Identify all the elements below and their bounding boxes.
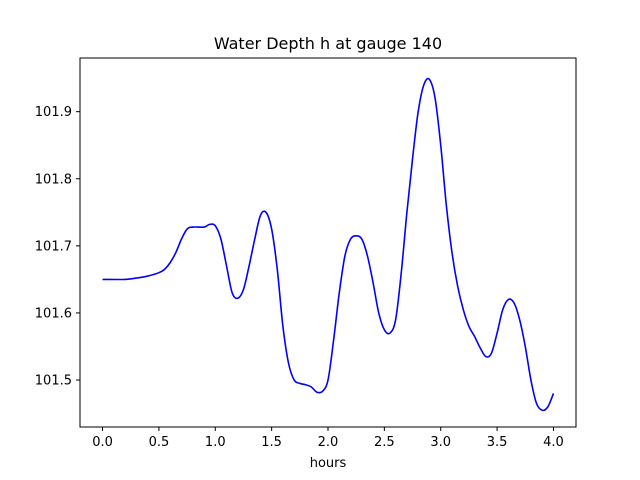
y-tick-label: 101.5 [35, 374, 72, 389]
y-tick-label: 101.6 [35, 306, 72, 321]
y-axis-ticks: 101.5 101.6 101.7 101.8 101.9 [35, 105, 80, 389]
series-layer [102, 77, 555, 412]
y-tick-label: 101.8 [35, 172, 72, 187]
x-tick-label: 2.5 [374, 435, 395, 450]
y-tick-label: 101.9 [35, 105, 72, 120]
plot-frame [79, 57, 577, 428]
plot-area [80, 58, 576, 427]
x-tick-label: 3.0 [430, 435, 451, 450]
x-axis-ticks: 0.0 0.5 1.0 1.5 2.0 2.5 3.0 3.5 4.0 [92, 427, 564, 450]
x-tick-label: 3.5 [487, 435, 508, 450]
x-tick-label: 1.5 [261, 435, 282, 450]
chart-title: Water Depth h at gauge 140 [214, 34, 442, 53]
x-tick-label: 0.5 [149, 435, 170, 450]
series-line-0 [102, 77, 555, 412]
x-tick-label: 2.0 [318, 435, 339, 450]
x-axis-label: hours [310, 456, 347, 471]
y-tick-label: 101.7 [35, 239, 72, 254]
x-tick-label: 1.0 [205, 435, 226, 450]
x-tick-label: 0.0 [92, 435, 113, 450]
x-tick-label: 4.0 [543, 435, 564, 450]
